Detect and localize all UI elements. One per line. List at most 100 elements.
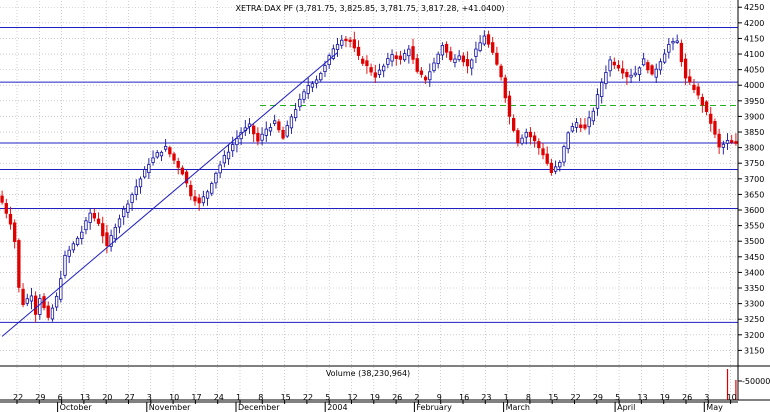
candle-body (491, 42, 495, 53)
y-tick-label: 3250 (744, 315, 764, 324)
candle-body (67, 249, 71, 257)
candle-body (646, 62, 650, 71)
y-tick-label: 3650 (744, 190, 764, 199)
candle-body (730, 140, 734, 143)
candles (0, 30, 738, 323)
trend-line-segment (1, 52, 338, 337)
x-day-label: 24 (214, 393, 224, 402)
candle-body (625, 71, 629, 78)
x-month-label: November (149, 403, 191, 412)
candle-body (340, 39, 344, 46)
candle-body (151, 157, 155, 163)
candle-body (377, 69, 382, 75)
candle-body (503, 77, 507, 99)
trend-line (1, 52, 338, 337)
x-month-label: 2004 (327, 403, 347, 412)
horizontal-levels (0, 27, 738, 323)
x-day-label: 10 (727, 393, 737, 402)
candle-body (591, 110, 595, 122)
candle-body (465, 59, 470, 67)
candle-body (616, 64, 621, 69)
candle-body (147, 164, 151, 174)
candle-body (579, 124, 583, 128)
y-tick-label: 4050 (744, 66, 764, 75)
candle-body (629, 74, 633, 78)
y-tick-label: 3600 (744, 206, 764, 215)
candle-body (478, 42, 482, 51)
candle-body (365, 60, 369, 67)
candle-body (268, 127, 273, 132)
candle-body (80, 231, 84, 239)
candle-body (512, 117, 516, 131)
candle-body (231, 144, 235, 152)
candle-body (155, 152, 159, 158)
y-tick-label: 3950 (744, 97, 764, 106)
x-day-label: 12 (348, 393, 358, 402)
y-tick-label: 4250 (744, 3, 764, 12)
candle-body (457, 55, 461, 60)
candle-body (314, 79, 319, 84)
x-month-label: March (506, 403, 530, 412)
candle-body (130, 194, 134, 203)
candle-body (193, 196, 197, 202)
candle-body (172, 153, 176, 161)
candle-body (641, 58, 646, 66)
candle-body (398, 55, 403, 60)
candle-body (323, 65, 327, 73)
candle-body (600, 82, 604, 97)
x-day-label: 9 (437, 393, 442, 402)
x-day-label: 22 (13, 393, 23, 402)
x-day-label: 22 (571, 393, 581, 402)
candle-body (168, 147, 172, 155)
candle-body (176, 160, 180, 168)
candle-body (558, 161, 562, 168)
candle-body (226, 151, 231, 160)
candle-body (449, 51, 453, 61)
candle-body (235, 138, 239, 146)
candle-body (180, 167, 185, 175)
volume-title: Volume (38,230,964) (326, 369, 410, 378)
candle-body (415, 58, 419, 72)
candle-body (470, 59, 474, 69)
y-tick-label: 3350 (744, 284, 764, 293)
candle-body (428, 71, 432, 81)
candle-body (692, 84, 696, 90)
candle-body (256, 132, 260, 142)
y-tick-label: 3200 (744, 331, 764, 340)
candle-body (419, 70, 424, 75)
candle-body (486, 34, 491, 45)
x-day-label: 20 (102, 393, 112, 402)
y-tick-label: 3850 (744, 128, 764, 137)
candle-body (683, 58, 688, 79)
x-day-label: 16 (459, 393, 469, 402)
x-day-label: 13 (637, 393, 647, 402)
candle-body (54, 295, 59, 308)
candle-body (361, 58, 365, 64)
candle-body (344, 38, 348, 42)
candle-body (436, 53, 440, 64)
candle-body (319, 72, 323, 81)
candle-body (84, 220, 88, 231)
y-tick-label: 4200 (744, 19, 764, 28)
candle-body (461, 55, 466, 63)
candle-body (302, 91, 306, 100)
candle-body (696, 86, 700, 96)
y-tick-label: 3550 (744, 222, 764, 231)
x-day-label: 15 (281, 393, 291, 402)
candle-body (507, 95, 512, 117)
candle-body (537, 141, 541, 149)
candle-body (63, 254, 67, 276)
y-tick-label: 3750 (744, 159, 764, 168)
candle-body (675, 40, 679, 43)
candle-body (495, 52, 499, 65)
x-day-label: 1 (504, 393, 509, 402)
candle-body (96, 218, 101, 224)
candle-body (402, 53, 407, 61)
x-day-label: 3 (147, 393, 152, 402)
candle-body (306, 85, 310, 94)
candle-body (650, 65, 654, 75)
candle-body (679, 42, 684, 63)
candle-body (163, 145, 168, 150)
